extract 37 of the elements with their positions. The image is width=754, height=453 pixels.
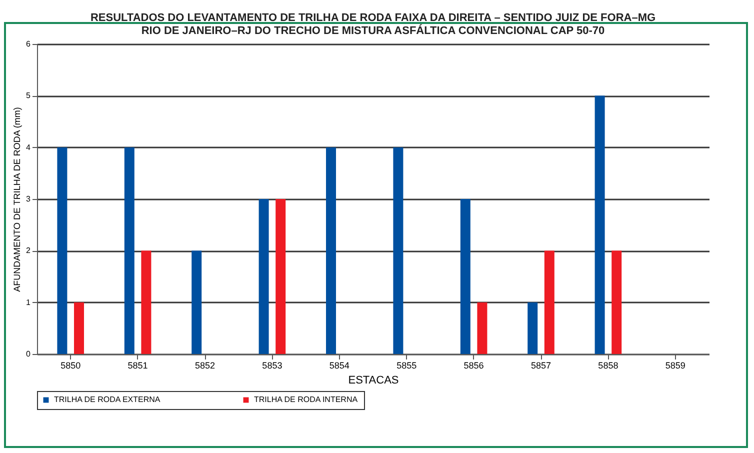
legend-label: TRILHA DE RODA INTERNA xyxy=(254,395,358,404)
y-tick-label: 4 xyxy=(26,142,32,152)
bar xyxy=(258,199,269,354)
y-tick-label: 5 xyxy=(26,91,32,100)
chart-title: RESULTADOS DO LEVANTAMENTO DE TRILHA DE RODA FAIXA DA DIREITA – SENTIDO JUIZ DE FORA–MG RIO DE JANEIRO–RJ DO TRECHO DE MISTURA ASFÁLTICA CONVENCIONAL CAP 50-70 xyxy=(90,12,656,37)
x-tick-label: 5854 xyxy=(329,360,350,370)
x-tick-label: 5856 xyxy=(464,360,484,370)
x-tick-label: 5853 xyxy=(262,360,282,370)
legend-label: TRILHA DE RODA EXTERNA xyxy=(54,395,161,404)
bar xyxy=(124,147,134,354)
x-tick-label: 5858 xyxy=(598,360,618,370)
x-tick-label: 5852 xyxy=(194,360,216,370)
x-axis-title: ESTACAS xyxy=(348,374,399,386)
y-tick-label: 6 xyxy=(26,40,32,48)
bar xyxy=(57,147,68,354)
y-tick-label: 0 xyxy=(26,350,32,358)
bar xyxy=(393,147,404,354)
y-tick-label: 3 xyxy=(26,194,32,204)
x-tick-label: 5850 xyxy=(60,360,81,370)
bar xyxy=(528,302,538,354)
bar xyxy=(594,96,605,354)
y-axis-title: AFUNDAMENTO DE TRILHA DE RODA (mm) xyxy=(12,107,22,292)
x-tick-label: 5859 xyxy=(665,360,686,370)
bar xyxy=(74,302,84,354)
bar xyxy=(192,250,202,354)
bar xyxy=(460,199,470,354)
bar xyxy=(477,302,488,354)
bar xyxy=(544,250,554,354)
bar xyxy=(612,250,622,354)
bar xyxy=(326,147,336,354)
x-tick-label: 5855 xyxy=(396,360,417,370)
x-tick-label: 5857 xyxy=(530,360,552,370)
bar xyxy=(276,199,286,354)
y-tick-label: 1 xyxy=(26,298,32,307)
x-tick-label: 5851 xyxy=(128,360,148,370)
bar xyxy=(141,250,152,354)
y-tick-label: 2 xyxy=(26,246,32,256)
